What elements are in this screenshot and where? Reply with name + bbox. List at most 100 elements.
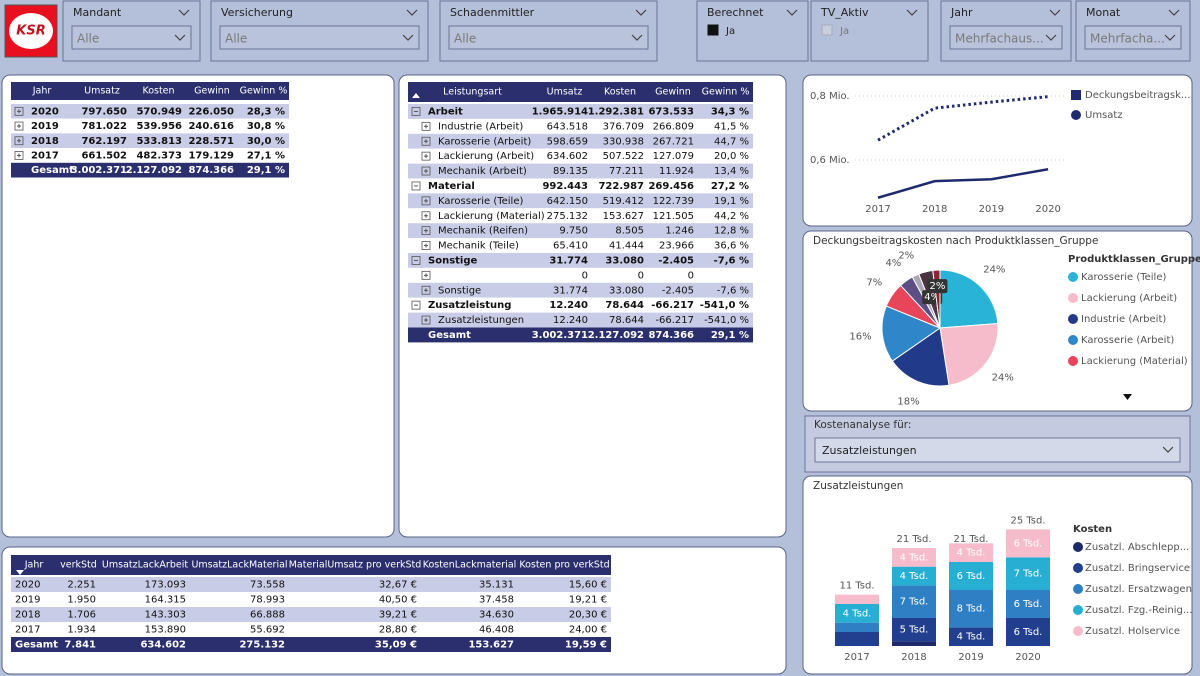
data-label: 4 Tsd.	[900, 571, 929, 582]
data-label: 4 Tsd.	[843, 608, 872, 619]
collapse-icon	[411, 107, 421, 116]
slicer-value: Alle	[225, 32, 247, 46]
slicer-dropdown[interactable]	[71, 25, 192, 50]
column-header: Leistungsart	[443, 87, 502, 98]
table-row-bg	[11, 162, 289, 178]
chevron	[1168, 9, 1180, 16]
data-label-bg	[927, 279, 948, 294]
table-cell: 874.366	[648, 330, 694, 341]
column-header: Jahr	[24, 560, 44, 571]
table-row-bg	[408, 193, 753, 209]
slicer-title: Mandant	[73, 6, 122, 19]
slicer-dropdown[interactable]	[1084, 25, 1182, 50]
table-cell: 19,59 €	[565, 640, 607, 651]
x-tick-label: 2019	[979, 204, 1004, 215]
logo-text: KSR	[16, 24, 45, 39]
data-label: 7 Tsd.	[1014, 569, 1043, 580]
table-cell: 32,67 €	[379, 580, 417, 591]
y-tick-label: 0,8 Mio.	[810, 91, 850, 102]
slicer-dropdown[interactable]	[949, 25, 1063, 50]
expand-icon	[421, 285, 431, 295]
slicer-checkbox[interactable]	[707, 24, 719, 36]
table-cell: 267.721	[653, 136, 694, 147]
slicer-title: Jahr	[950, 6, 973, 19]
data-label: 2%	[929, 281, 945, 292]
table-cell: 673.533	[648, 106, 694, 117]
row-label: Mechanik (Reifen)	[438, 226, 528, 237]
table-row-bg	[11, 148, 289, 163]
legend-scroll-arrow[interactable]	[1123, 394, 1132, 400]
table-row-bg	[11, 607, 611, 622]
table-cell: 0	[582, 270, 588, 281]
bar-segment	[1006, 590, 1050, 618]
table-cell: 643.518	[547, 121, 588, 132]
data-label: 2%	[898, 250, 914, 261]
table-cell: 34,3 %	[711, 106, 749, 117]
table-cell: 78.644	[609, 315, 644, 326]
total-label: 11 Tsd.	[839, 581, 874, 592]
table-row-bg	[408, 238, 753, 253]
chevron	[1164, 34, 1176, 41]
table-cell: 77.211	[609, 166, 644, 177]
data-label: 24%	[983, 264, 1005, 275]
slicer-dropdown[interactable]	[219, 25, 420, 50]
chevron	[174, 34, 186, 41]
total-label: 25 Tsd.	[1010, 515, 1045, 526]
bar-segment	[1006, 529, 1050, 558]
table-cell: 722.987	[598, 181, 644, 192]
filter-dropdown[interactable]	[814, 437, 1181, 463]
table-cell: 533.813	[136, 136, 182, 147]
chevron	[1045, 34, 1057, 41]
row-label: Mechanik (Arbeit)	[438, 166, 527, 177]
chart-title: Deckungsbeitragskosten nach Produktklass…	[813, 235, 1098, 247]
expand-icon	[421, 121, 431, 131]
legend-label: Karosserie (Arbeit)	[1081, 335, 1174, 346]
table-cell: 519.412	[603, 196, 644, 207]
legend-marker	[1073, 584, 1083, 594]
legend-marker	[1073, 542, 1083, 552]
row-label: 2018	[15, 610, 40, 621]
table-cell: 143.303	[145, 610, 186, 621]
expand-icon	[14, 106, 24, 116]
table-cell: 1.706	[67, 610, 96, 621]
table-cell: 570.949	[136, 106, 182, 117]
table-cell: 228.571	[188, 136, 234, 147]
column-header: verkStd	[60, 560, 97, 571]
expand-icon	[421, 166, 431, 176]
row-label: Material	[428, 181, 475, 192]
table-cell: 240.616	[188, 121, 234, 132]
bar-segment	[892, 618, 936, 642]
data-label: 4 Tsd.	[957, 548, 986, 559]
column-header: Kosten pro verkStd	[519, 560, 609, 571]
legend-label: Lackierung (Arbeit)	[1081, 293, 1177, 304]
table-cell: 9.750	[559, 226, 588, 237]
x-tick-label: 2018	[901, 652, 926, 663]
legend-label: Karosserie (Teile)	[1081, 272, 1166, 283]
table-cell: 44,2 %	[714, 211, 749, 222]
table-row-bg	[408, 312, 753, 328]
table-row-bg	[11, 104, 289, 119]
column-header: Umsatz	[84, 86, 120, 97]
slicer-dropdown[interactable]	[448, 25, 649, 50]
x-tick-label: 2020	[1015, 652, 1040, 663]
legend-label: Zusatzl. Bringservice	[1085, 563, 1190, 574]
column-header: UmsatzLackMaterial	[191, 560, 287, 571]
table-cell: -2.405	[662, 285, 694, 296]
column-header: Gewinn	[655, 87, 691, 98]
chevron	[1049, 9, 1061, 16]
table-row-bg	[408, 208, 753, 224]
legend-label: Industrie (Arbeit)	[1081, 314, 1166, 325]
table-cell: 482.373	[136, 150, 182, 161]
table-cell: -7,6 %	[717, 285, 749, 296]
row-label: Sonstige	[438, 285, 481, 296]
table-cell: 121.505	[653, 211, 694, 222]
table-row-bg	[11, 637, 611, 652]
table-cell: 122.739	[653, 196, 694, 207]
slicer-checkbox[interactable]	[821, 24, 833, 36]
table-row-bg	[408, 104, 753, 119]
x-tick-label: 2020	[1035, 204, 1060, 215]
table-row-bg	[408, 297, 753, 313]
column-header: Kosten	[142, 86, 174, 97]
legend-label: Umsatz	[1085, 110, 1123, 121]
